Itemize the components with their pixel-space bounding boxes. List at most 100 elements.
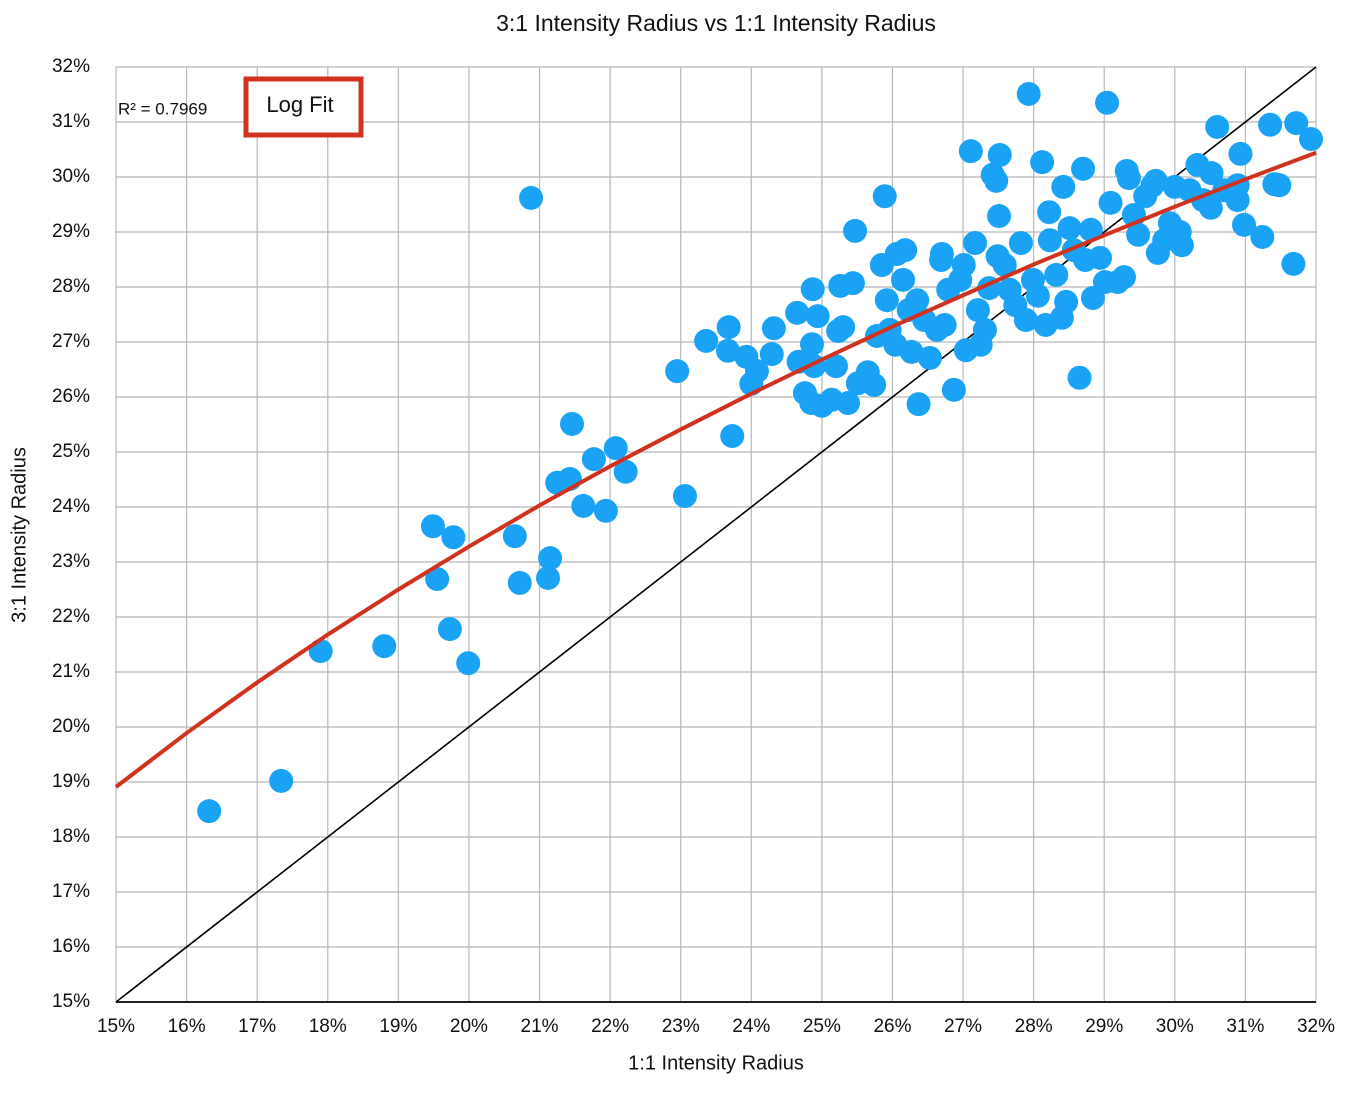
point bbox=[1116, 166, 1141, 191]
point bbox=[941, 377, 966, 402]
point bbox=[672, 484, 697, 508]
x-tick-label: 27% bbox=[944, 1016, 982, 1037]
point bbox=[1051, 174, 1076, 199]
point bbox=[1013, 308, 1038, 332]
point bbox=[593, 498, 618, 523]
r-squared-label: R² = 0.7969 bbox=[118, 99, 207, 118]
point bbox=[502, 524, 527, 549]
point bbox=[1008, 231, 1033, 255]
y-tick-label: 15% bbox=[52, 991, 90, 1012]
point bbox=[1205, 114, 1230, 139]
point bbox=[1016, 81, 1041, 106]
point bbox=[1198, 195, 1223, 220]
x-tick-label: 25% bbox=[803, 1016, 841, 1037]
point bbox=[951, 253, 976, 277]
point bbox=[197, 799, 222, 824]
point bbox=[965, 298, 990, 323]
point bbox=[744, 359, 769, 384]
point bbox=[1054, 289, 1079, 314]
point bbox=[759, 342, 784, 367]
fit-label: Log Fit bbox=[266, 92, 333, 117]
point bbox=[603, 436, 628, 461]
point bbox=[1057, 216, 1082, 241]
point bbox=[1228, 141, 1253, 166]
point bbox=[905, 288, 930, 313]
point bbox=[917, 345, 942, 370]
point bbox=[987, 143, 1012, 167]
x-tick-label: 20% bbox=[450, 1016, 488, 1037]
point bbox=[840, 271, 865, 296]
x-tick-label: 30% bbox=[1156, 1016, 1194, 1037]
x-tick-label: 21% bbox=[521, 1016, 559, 1037]
point bbox=[836, 391, 860, 416]
point bbox=[1044, 262, 1069, 287]
point bbox=[665, 359, 690, 384]
point bbox=[1025, 283, 1050, 308]
y-axis-label: 3:1 Intensity Radius bbox=[8, 447, 30, 623]
point bbox=[785, 300, 810, 325]
point bbox=[932, 312, 957, 337]
x-tick-label: 24% bbox=[732, 1016, 770, 1037]
point bbox=[536, 565, 560, 590]
point bbox=[906, 392, 931, 417]
point bbox=[1088, 245, 1112, 270]
point bbox=[720, 424, 745, 449]
point bbox=[1078, 217, 1103, 242]
point bbox=[613, 459, 638, 484]
y-tick-label: 20% bbox=[52, 716, 90, 737]
point bbox=[1037, 200, 1062, 225]
point bbox=[716, 315, 741, 340]
point bbox=[372, 634, 397, 659]
y-tick-label: 24% bbox=[52, 496, 90, 517]
y-tick-label: 22% bbox=[52, 606, 90, 627]
trendline bbox=[114, 150, 1317, 789]
x-tick-label: 31% bbox=[1226, 1016, 1264, 1037]
point bbox=[1126, 222, 1151, 247]
chart-title: 3:1 Intensity Radius vs 1:1 Intensity Ra… bbox=[496, 10, 936, 36]
y-tick-label: 16% bbox=[52, 936, 90, 957]
y-tick-label: 19% bbox=[52, 771, 90, 792]
point bbox=[420, 514, 445, 539]
point bbox=[899, 339, 924, 364]
point bbox=[831, 315, 856, 340]
point bbox=[1232, 212, 1256, 237]
point bbox=[1095, 90, 1120, 115]
y-tick-label: 23% bbox=[52, 551, 90, 572]
y-tick-label: 28% bbox=[52, 276, 90, 297]
point bbox=[694, 328, 719, 353]
x-tick-label: 23% bbox=[662, 1016, 700, 1037]
point bbox=[1225, 188, 1250, 213]
point bbox=[1299, 127, 1324, 152]
x-tick-label: 22% bbox=[591, 1016, 629, 1037]
y-tick-label: 30% bbox=[52, 166, 90, 187]
point bbox=[987, 204, 1012, 229]
point bbox=[958, 139, 983, 164]
x-tick-label: 19% bbox=[379, 1016, 417, 1037]
y-tick-label: 21% bbox=[52, 661, 90, 682]
point bbox=[1098, 190, 1123, 215]
y-tick-label: 31% bbox=[52, 111, 90, 132]
point bbox=[1037, 228, 1062, 253]
point bbox=[1199, 161, 1224, 186]
point bbox=[984, 168, 1009, 193]
x-tick-label: 15% bbox=[97, 1016, 135, 1037]
y-tick-label: 25% bbox=[52, 441, 90, 462]
point bbox=[862, 372, 887, 397]
x-tick-label: 16% bbox=[168, 1016, 206, 1037]
point bbox=[1167, 220, 1192, 244]
reference-line bbox=[115, 66, 1317, 1003]
point bbox=[963, 231, 988, 255]
point bbox=[1267, 173, 1292, 198]
point bbox=[519, 185, 544, 210]
point bbox=[425, 567, 450, 592]
point bbox=[891, 267, 916, 292]
point bbox=[571, 493, 596, 518]
x-tick-label: 26% bbox=[873, 1016, 911, 1037]
point bbox=[716, 338, 740, 363]
point bbox=[1250, 224, 1275, 249]
point bbox=[1143, 168, 1168, 193]
y-tick-label: 32% bbox=[52, 56, 90, 77]
x-axis-label: 1:1 Intensity Radius bbox=[628, 1052, 804, 1074]
fit-label-box bbox=[243, 76, 364, 138]
